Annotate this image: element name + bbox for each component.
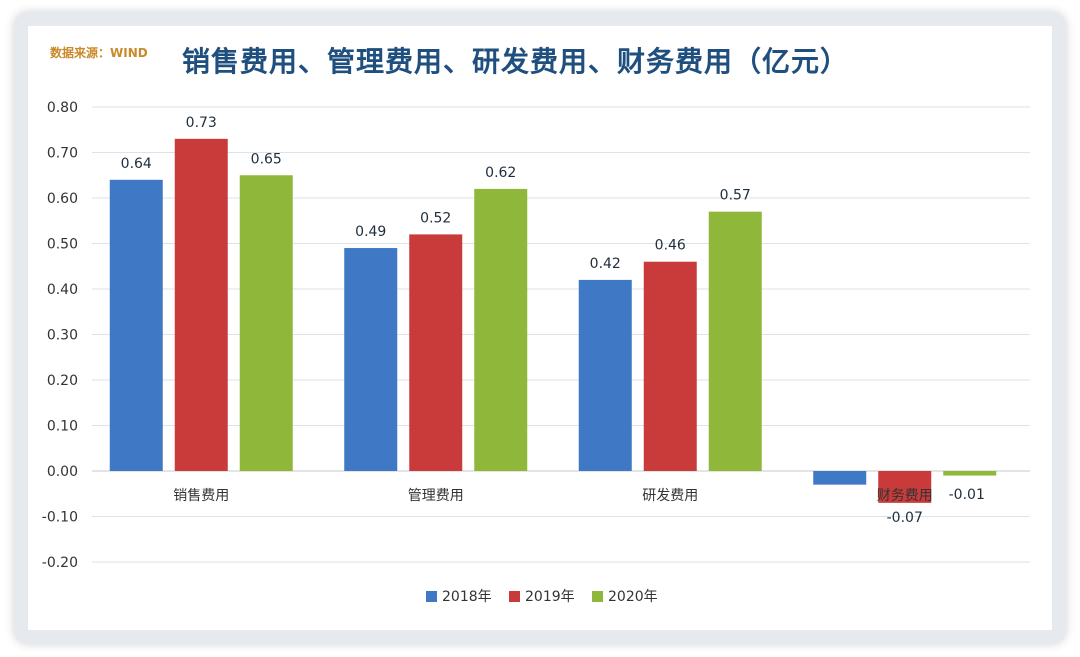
data-label: 0.52 xyxy=(420,210,451,226)
y-tick-label: 0.30 xyxy=(47,328,78,344)
y-tick-label: 0.40 xyxy=(47,282,78,298)
y-tick-label: 0.70 xyxy=(47,146,78,162)
data-label: 0.57 xyxy=(720,188,751,204)
bar xyxy=(943,471,997,476)
data-label: -0.01 xyxy=(949,487,985,503)
data-labels: 0.64 0.73 0.65 0.49 0.52 0.62 0.42 0.46 0.57 -0.0… xyxy=(121,115,985,526)
data-label: 0.42 xyxy=(590,256,621,272)
category-label: 财务费用 xyxy=(877,488,933,504)
y-tick-label: 0.60 xyxy=(47,191,78,207)
data-label: 0.62 xyxy=(485,165,516,181)
y-tick-label: -0.10 xyxy=(42,510,78,526)
y-tick-label: 0.00 xyxy=(47,464,78,480)
category-label: 销售费用 xyxy=(173,488,229,504)
legend-swatch xyxy=(509,591,520,602)
bar xyxy=(643,261,697,471)
bar xyxy=(344,248,398,471)
legend: 2018年 2019年 2020年 xyxy=(426,589,658,605)
chart-title: 销售费用、管理费用、研发费用、财务费用（亿元） xyxy=(182,45,850,78)
y-tick-label: 0.10 xyxy=(47,419,78,435)
data-label: 0.49 xyxy=(355,224,386,240)
y-axis-ticks: 0.80 0.70 0.60 0.50 0.40 0.30 0.20 0.10 0.00 -0.1… xyxy=(42,100,78,571)
bar xyxy=(813,471,867,485)
category-labels: 销售费用 管理费用 研发费用 财务费用 xyxy=(173,488,933,504)
y-tick-label: 0.20 xyxy=(47,373,78,389)
legend-swatch xyxy=(592,591,603,602)
legend-label: 2018年 xyxy=(442,589,492,605)
legend-label: 2019年 xyxy=(525,589,575,605)
y-tick-label: 0.50 xyxy=(47,237,78,253)
y-tick-label: 0.80 xyxy=(47,100,78,116)
bar xyxy=(878,471,932,503)
data-label: 0.73 xyxy=(186,115,217,131)
category-label: 管理费用 xyxy=(408,488,464,504)
data-label: 0.65 xyxy=(251,151,282,167)
legend-label: 2020年 xyxy=(608,589,658,605)
bar xyxy=(174,138,228,471)
y-tick-label: -0.20 xyxy=(42,555,78,571)
bar xyxy=(708,211,762,471)
category-label: 研发费用 xyxy=(642,488,698,504)
bar xyxy=(239,175,293,471)
legend-swatch xyxy=(426,591,437,602)
data-source-note: 数据来源：WIND xyxy=(50,46,148,60)
bars xyxy=(109,138,997,503)
bar xyxy=(409,234,463,471)
bar xyxy=(578,279,632,471)
bar xyxy=(474,188,528,471)
bar xyxy=(109,179,163,472)
data-label: -0.07 xyxy=(887,510,923,526)
data-label: 0.46 xyxy=(655,238,686,254)
data-label: 0.64 xyxy=(121,156,152,172)
